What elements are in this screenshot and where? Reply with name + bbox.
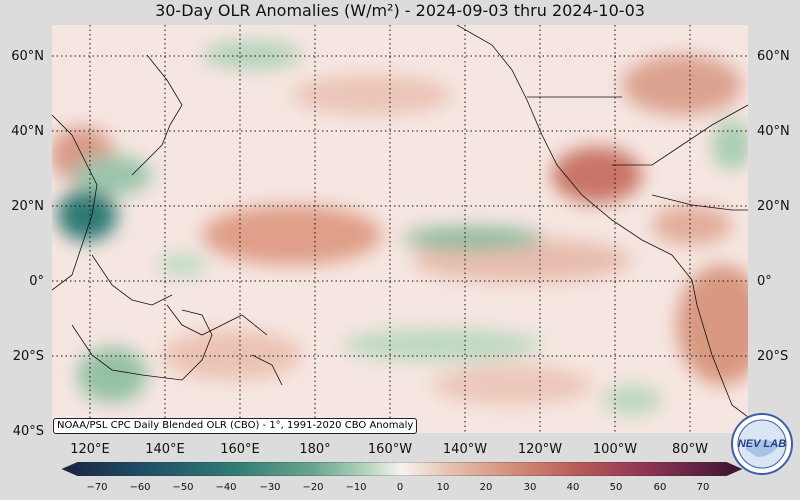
colorbar-tick: 0 — [396, 482, 404, 493]
colorbar-tick: −40 — [215, 482, 237, 493]
colorbar-tick: 70 — [696, 482, 710, 493]
lat-label-left: 40°S — [12, 424, 44, 439]
colorbar-tick: −20 — [302, 482, 324, 493]
coastlines — [52, 25, 748, 418]
colorbar-tick: −50 — [172, 482, 194, 493]
lon-label: 120°W — [517, 442, 563, 457]
data-source-credit: NOAA/PSL CPC Daily Blended OLR (CBO) - 1… — [53, 418, 418, 434]
lon-label: 100°W — [592, 442, 638, 457]
colorbar-tick: 30 — [523, 482, 537, 493]
lat-label-right: 0° — [757, 274, 772, 289]
map-title: 30-Day OLR Anomalies (W/m²) - 2024-09-03… — [155, 1, 645, 20]
colorbar-tick: 10 — [436, 482, 450, 493]
lat-label-right: 20°N — [757, 199, 790, 214]
colorbar-tick: −60 — [129, 482, 151, 493]
lon-label: 120°E — [70, 442, 110, 457]
colorbar-tick: −30 — [259, 482, 281, 493]
lat-label-left: 60°N — [11, 49, 44, 64]
lon-label: 180° — [299, 442, 331, 457]
colorbar-tick: 40 — [566, 482, 580, 493]
nev-lab-logo: NEV LAB — [731, 413, 793, 475]
lat-label-right: 40°N — [757, 124, 790, 139]
lat-label-left: 40°N — [11, 124, 44, 139]
lon-label: 140°W — [442, 442, 488, 457]
graticule — [52, 25, 748, 433]
colorbar — [62, 462, 742, 476]
lon-label: 160°W — [367, 442, 413, 457]
logo-text: NEV LAB — [738, 438, 786, 450]
colorbar-tick: 60 — [653, 482, 667, 493]
lat-label-left: 20°N — [11, 199, 44, 214]
lat-label-right: 20°S — [757, 349, 789, 364]
olr-anomaly-map — [52, 25, 748, 433]
lat-label-right: 60°N — [757, 49, 790, 64]
lon-label: 160°E — [220, 442, 260, 457]
lon-label: 80°W — [672, 442, 708, 457]
lat-label-left: 20°S — [12, 349, 44, 364]
lat-label-left: 0° — [29, 274, 44, 289]
colorbar-tick: −10 — [345, 482, 367, 493]
colorbar-tick: 50 — [609, 482, 623, 493]
colorbar-tick: −70 — [86, 482, 108, 493]
lon-label: 140°E — [145, 442, 185, 457]
colorbar-tick: 20 — [479, 482, 493, 493]
